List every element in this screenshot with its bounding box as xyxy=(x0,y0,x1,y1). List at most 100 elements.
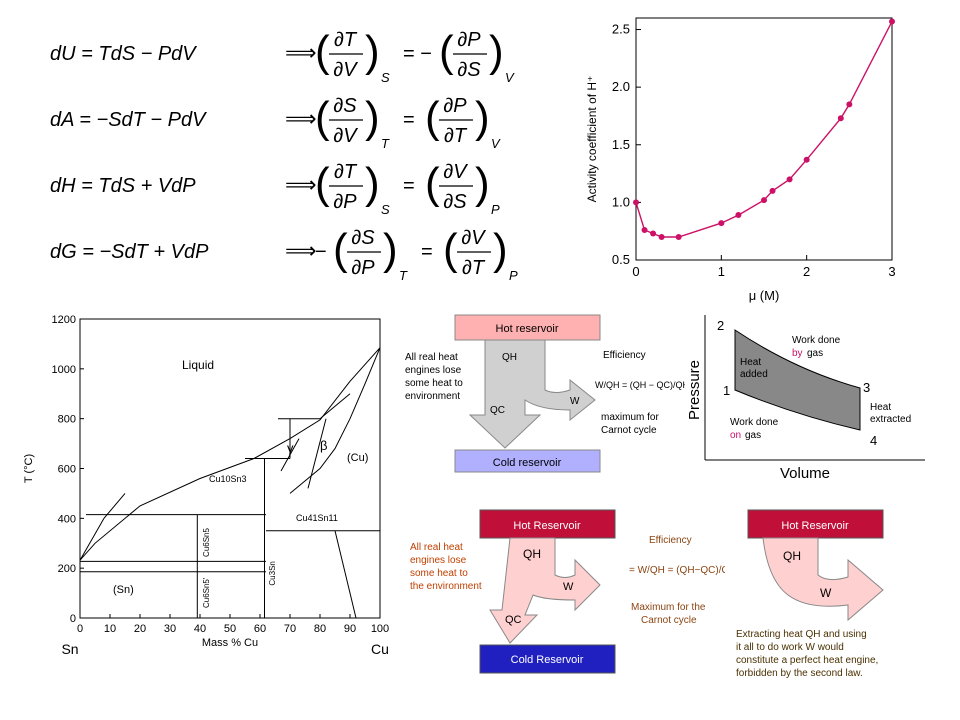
equation-1-right-num: ∂P xyxy=(443,95,467,117)
equation-2-arrow: ⟹ xyxy=(285,172,317,197)
engine1-note-2: some heat to xyxy=(405,378,463,389)
heat-engine-diagram-1: Hot reservoir Cold reservoir QH QC W All… xyxy=(405,310,689,480)
equation-3-lhs: dG = −SdT + VdP xyxy=(50,241,209,263)
y-tick-label-3: 2.0 xyxy=(612,79,630,94)
cu-end-label: Cu xyxy=(371,641,389,657)
hot-reservoir-2-label: Hot Reservoir xyxy=(513,520,581,532)
qh-label-2: QH xyxy=(523,547,541,561)
engine1-note-0: All real heat xyxy=(405,352,458,363)
phase-boundary-12 xyxy=(280,438,300,472)
equation-1-left-paren-close: ) xyxy=(365,93,380,142)
equation-1-right-den: ∂T xyxy=(444,125,468,147)
engine1-note-1: engines lose xyxy=(405,365,462,376)
engine2-eff-note-0: Maximum for the xyxy=(631,602,706,613)
data-point-10 xyxy=(803,156,810,163)
activity-chart-svg: 0 1 2 3 0.5 1.0 1.5 2.0 2.5 μ (M) Activity coeffic… xyxy=(585,17,896,303)
cycle-area xyxy=(734,329,861,431)
x-tick-label-2: 2 xyxy=(803,264,810,279)
engine1-eff-title: Efficiency xyxy=(603,350,646,361)
point-2: 2 xyxy=(717,318,724,333)
equation-0-right-num: ∂P xyxy=(457,29,481,51)
equation-0-sign: = − xyxy=(403,43,432,65)
activity-chart: 0 1 2 3 0.5 1.0 1.5 2.0 2.5 μ (M) Activity coeffic… xyxy=(580,10,900,310)
work-arrow-3 xyxy=(762,537,884,622)
engine1-note-3: environment xyxy=(405,391,460,402)
energy-flow-arrow-2 xyxy=(489,537,601,644)
data-point-0 xyxy=(633,199,639,206)
pressure-label: Pressure xyxy=(686,360,703,420)
phase-x-tick-label-2: 20 xyxy=(134,623,146,635)
sn-end-label: Sn xyxy=(61,641,78,657)
qh-label: QH xyxy=(502,352,517,363)
equation-1-arrow: ⟹ xyxy=(285,106,317,131)
cu6sn5-label: Cu6Sn5 xyxy=(202,527,211,556)
equation-1-left-num: ∂S xyxy=(333,95,357,117)
equation-2-left-paren-close: ) xyxy=(365,159,380,208)
y-axis-label: Activity coefficient of H⁺ xyxy=(585,76,599,203)
heat-added-0: Heat xyxy=(740,357,761,368)
equation-2-sign: = xyxy=(403,175,415,197)
equation-2-right-paren-close: ) xyxy=(475,159,490,208)
cu6sn5p-label: Cu6Sn5' xyxy=(202,577,211,608)
work-by-label: Work done xyxy=(792,335,841,346)
hot-reservoir-3-label: Hot Reservoir xyxy=(781,520,849,532)
heat-engine-2-svg: Hot Reservoir Cold Reservoir QH QC W All… xyxy=(410,509,737,674)
phase-boundary-14 xyxy=(334,530,357,619)
energy-flow-arrow xyxy=(468,339,596,449)
by-label: by xyxy=(792,348,803,359)
cold-reservoir-box xyxy=(454,449,601,473)
equation-3-right-paren-open: ( xyxy=(443,225,458,274)
equation-1-left-sub: T xyxy=(381,136,390,151)
phase-y-tick-label-1: 200 xyxy=(58,563,76,575)
phase-boundary-2 xyxy=(289,347,381,494)
phase-x-tick-label-7: 70 xyxy=(284,623,296,635)
qc-label-2: QC xyxy=(505,614,522,626)
pv-diagram: Pressure Volume 2 1 3 4 Heat added Heat … xyxy=(685,310,945,485)
equation-2-right-den: ∂S xyxy=(443,191,467,213)
data-point-11 xyxy=(837,115,844,122)
phase-x-tick-label-3: 30 xyxy=(164,623,176,635)
data-point-6 xyxy=(735,212,742,219)
equation-0-left-num: ∂T xyxy=(334,29,358,51)
heat-extracted-0: Heat xyxy=(870,402,891,413)
engine1-eff-note-0: maximum for xyxy=(601,412,659,423)
phase-y-tick-label-4: 800 xyxy=(58,414,76,426)
phase-x-tick-label-10: 100 xyxy=(371,623,389,635)
equation-0-right-paren-close: ) xyxy=(489,27,504,76)
phase-x-tick-label-5: 50 xyxy=(224,623,236,635)
y-tick-label-2: 1.5 xyxy=(612,137,630,152)
hot-reservoir-label: Hot reservoir xyxy=(496,323,559,335)
phase-boundary-0 xyxy=(79,347,381,561)
engine1-eff-note-1: Carnot cycle xyxy=(601,425,657,436)
engine2-eff-title: Efficiency xyxy=(649,535,692,546)
equation-3-right-den: ∂T xyxy=(462,257,486,279)
cold-reservoir-2-label: Cold Reservoir xyxy=(511,654,584,666)
equation-2-right-paren-open: ( xyxy=(425,159,440,208)
equation-1-sign: = xyxy=(403,109,415,131)
equation-2-lhs: dH = TdS + VdP xyxy=(50,175,196,197)
equation-1-right-paren-close: ) xyxy=(475,93,490,142)
phase-x-tick-label-1: 10 xyxy=(104,623,116,635)
engine2-eff-note-1: Carnot cycle xyxy=(641,615,697,626)
pv-diagram-svg: Pressure Volume 2 1 3 4 Heat added Heat … xyxy=(686,315,925,482)
equation-3-left-sub: T xyxy=(399,268,408,283)
point-4: 4 xyxy=(870,433,877,448)
data-point-1 xyxy=(641,227,648,234)
data-point-5 xyxy=(718,220,725,227)
heat-extracted-1: extracted xyxy=(870,414,911,425)
equation-2-left-sub: S xyxy=(381,202,390,217)
equation-1-left-paren-open: ( xyxy=(315,93,330,142)
heat-engine-diagram-2: Hot Reservoir Cold Reservoir QH QC W All… xyxy=(405,505,737,685)
perfect-engine-svg: Hot Reservoir QH W Extracting heat QH an… xyxy=(736,509,884,679)
equation-1-right-paren-open: ( xyxy=(425,93,440,142)
equation-3-right-sub: P xyxy=(509,268,518,283)
equation-2-right-sub: P xyxy=(491,202,500,217)
x-tick-label-3: 3 xyxy=(888,264,895,279)
data-point-3 xyxy=(658,233,665,240)
equation-0-arrow: ⟹ xyxy=(285,40,317,65)
equations-svg: dU = TdS − PdV ⟹(∂T∂V)S= −(∂P∂S)VdA = −Sd… xyxy=(50,27,518,283)
qc-label: QC xyxy=(490,405,505,416)
equation-2-right-num: ∂V xyxy=(443,161,468,183)
point-3: 3 xyxy=(863,380,870,395)
equation-2-left-den: ∂P xyxy=(333,191,357,213)
